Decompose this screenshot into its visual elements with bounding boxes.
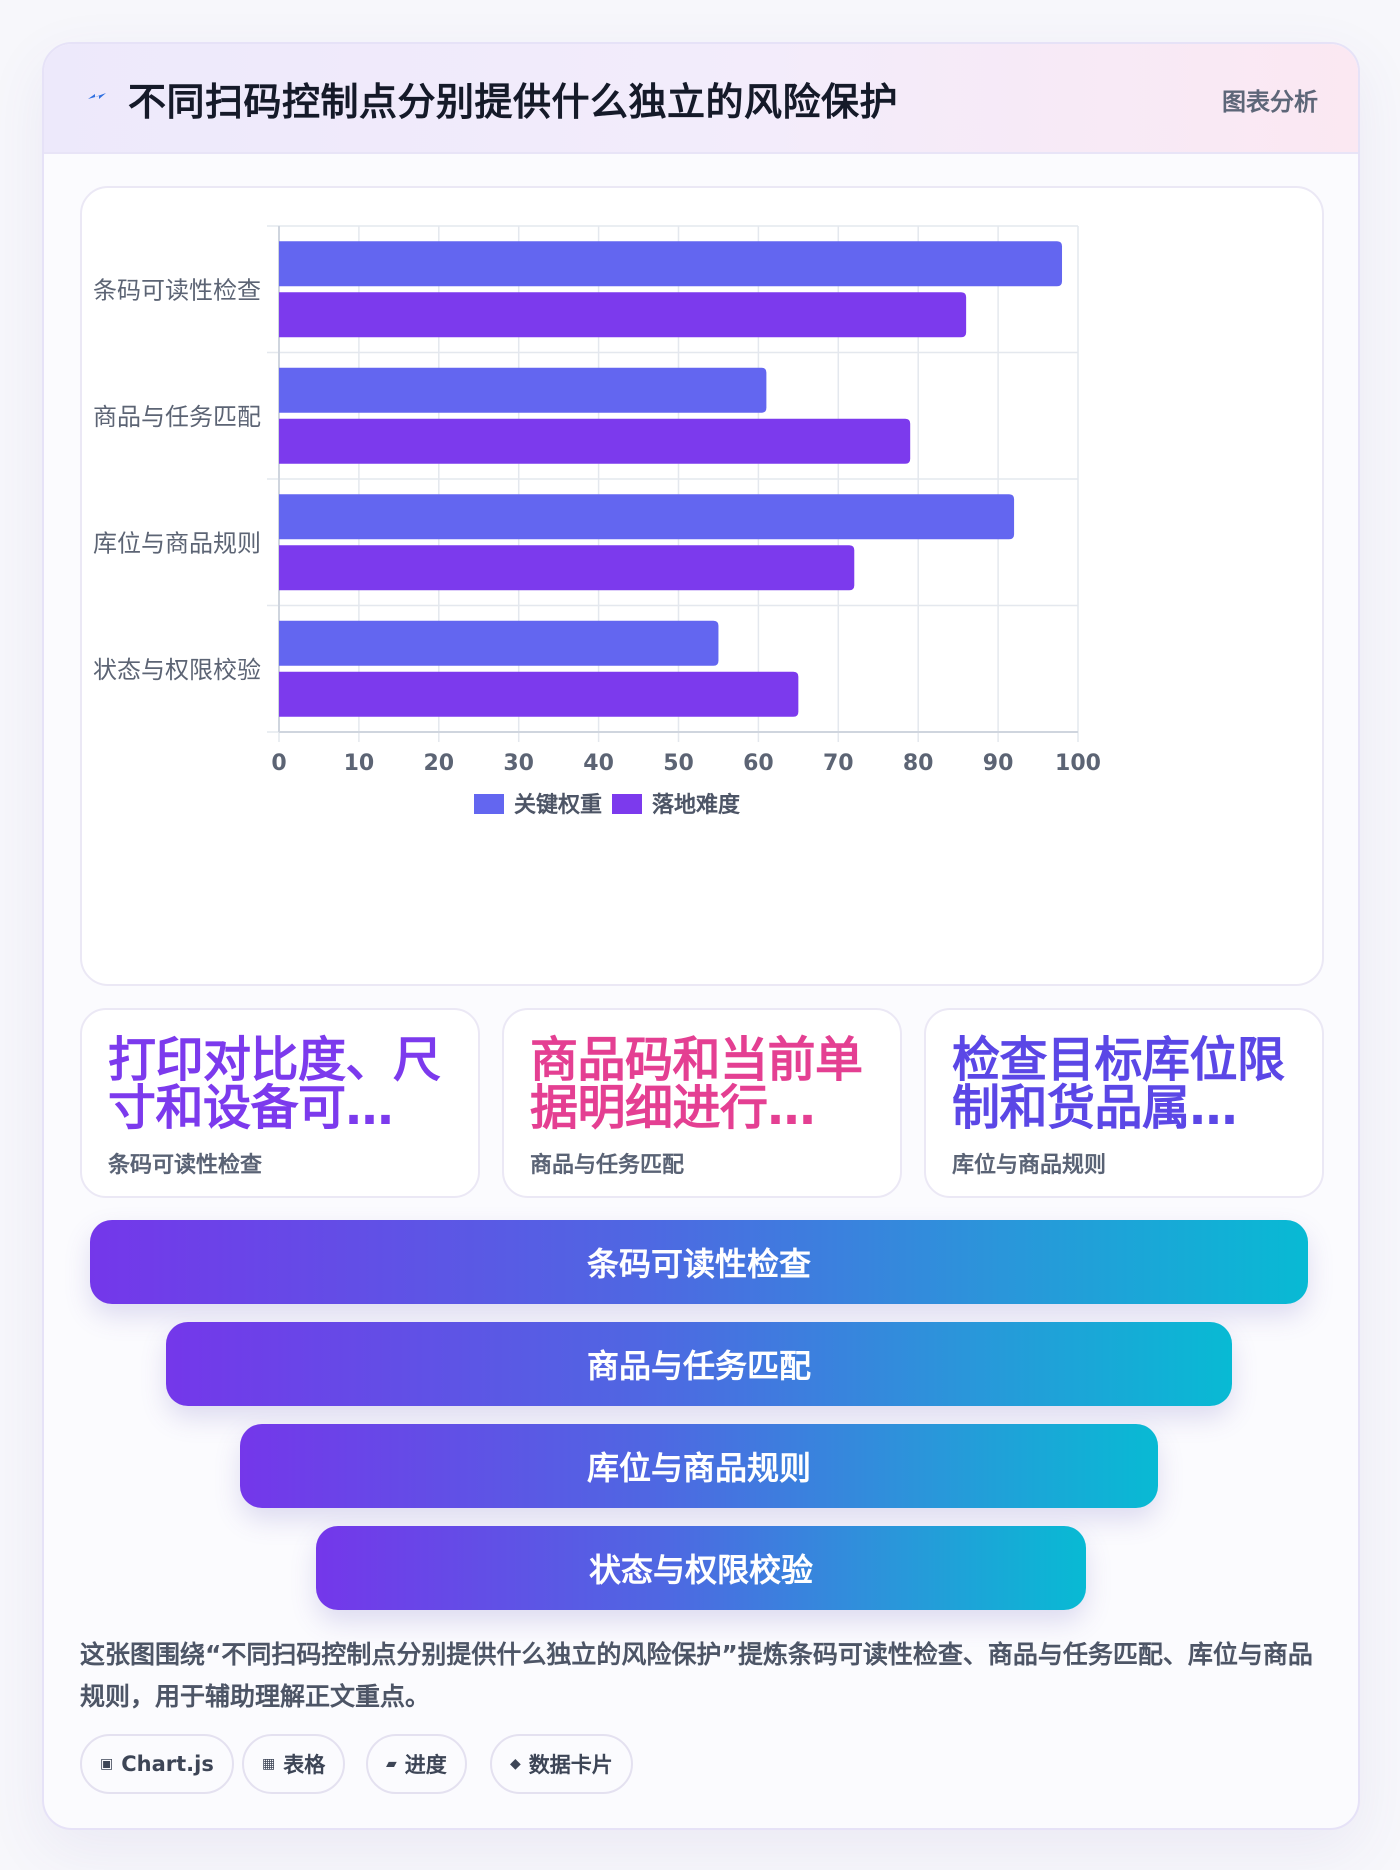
y-tick-label: 商品与任务匹配: [93, 403, 261, 431]
chip-table[interactable]: ▦ 表格: [242, 1734, 346, 1794]
card-header: 不同扫码控制点分别提供什么独立的风险保护 图表分析: [44, 44, 1358, 154]
legend-swatch: [474, 794, 504, 814]
x-tick-label: 100: [1055, 751, 1101, 776]
x-tick-label: 70: [823, 751, 854, 776]
funnel-step: 商品与任务匹配: [166, 1322, 1232, 1406]
x-tick-label: 40: [583, 751, 614, 776]
y-tick-label: 状态与权限校验: [93, 656, 261, 684]
stat-cards: 打印对比度、尺寸和设备可… 条码可读性检查 商品码和当前单据明细进行… 商品与任…: [80, 1008, 1324, 1198]
stat-card-label: 库位与商品规则: [952, 1153, 1107, 1178]
x-tick-label: 30: [503, 751, 534, 776]
chip-data-card[interactable]: ◆ 数据卡片: [490, 1734, 633, 1794]
bar: [279, 545, 855, 591]
stat-card: 打印对比度、尺寸和设备可… 条码可读性检查: [80, 1008, 480, 1198]
lightning-icon: [88, 93, 106, 99]
page-title: 不同扫码控制点分别提供什么独立的风险保护: [128, 80, 899, 124]
stat-card-text: 检查目标库位限制和货品属…: [952, 1032, 1285, 1136]
funnel: 条码可读性检查 商品与任务匹配 库位与商品规则 状态与权限校验: [44, 1220, 1358, 1640]
bar: [279, 241, 1063, 287]
x-tick-label: 50: [663, 751, 694, 776]
bar: [279, 671, 799, 717]
y-tick-label: 库位与商品规则: [93, 529, 261, 557]
diamond-icon: ◆: [510, 1756, 521, 1772]
report-card: 不同扫码控制点分别提供什么独立的风险保护 图表分析 条码可读性检查 商品与任务匹配…: [42, 42, 1360, 1830]
chart-panel: 条码可读性检查 商品与任务匹配 库位与商品规则 状态与权限校验 0 10 20 30 40 50 6…: [80, 186, 1324, 986]
x-tick-label: 10: [344, 751, 375, 776]
chip-label: 进度: [404, 1753, 447, 1777]
legend-label: 落地难度: [652, 792, 741, 818]
stat-card-label: 商品与任务匹配: [530, 1153, 685, 1178]
legend-label: 关键权重: [514, 792, 602, 818]
funnel-step: 状态与权限校验: [316, 1526, 1086, 1610]
chip-label: 数据卡片: [528, 1753, 613, 1777]
x-tick-label: 90: [983, 751, 1014, 776]
stat-card: 检查目标库位限制和货品属… 库位与商品规则: [924, 1008, 1324, 1198]
chip-label: Chart.js: [121, 1752, 214, 1776]
chart-analysis-tag: 图表分析: [1222, 88, 1318, 116]
x-tick-label: 60: [743, 751, 774, 776]
bar: [279, 418, 911, 464]
chart-icon: ▣: [100, 1756, 114, 1772]
bar: [279, 292, 967, 338]
progress-icon: ▰: [386, 1756, 397, 1772]
y-tick-label: 条码可读性检查: [93, 276, 261, 304]
funnel-step: 条码可读性检查: [90, 1220, 1308, 1304]
bar: [279, 620, 719, 666]
x-tick-label: 80: [903, 751, 934, 776]
bar: [279, 367, 767, 413]
stat-card-text: 商品码和当前单据明细进行…: [530, 1032, 863, 1136]
legend-swatch: [612, 794, 642, 814]
stat-card: 商品码和当前单据明细进行… 商品与任务匹配: [502, 1008, 902, 1198]
x-tick-label: 0: [271, 751, 286, 776]
x-tick-label: 20: [423, 751, 454, 776]
chart-description: 这张图围绕“不同扫码控制点分别提供什么独立的风险保护”提炼条码可读性检查、商品与…: [80, 1640, 1313, 1711]
chip-chartjs[interactable]: ▣ Chart.js: [80, 1734, 234, 1794]
funnel-step: 库位与商品规则: [240, 1424, 1158, 1508]
chip-label: 表格: [283, 1753, 326, 1777]
chip-progress[interactable]: ▰ 进度: [366, 1734, 467, 1794]
stat-card-text: 打印对比度、尺寸和设备可…: [108, 1032, 441, 1136]
bar: [279, 494, 1015, 540]
stat-card-label: 条码可读性检查: [108, 1153, 263, 1178]
table-icon: ▦: [262, 1756, 276, 1772]
